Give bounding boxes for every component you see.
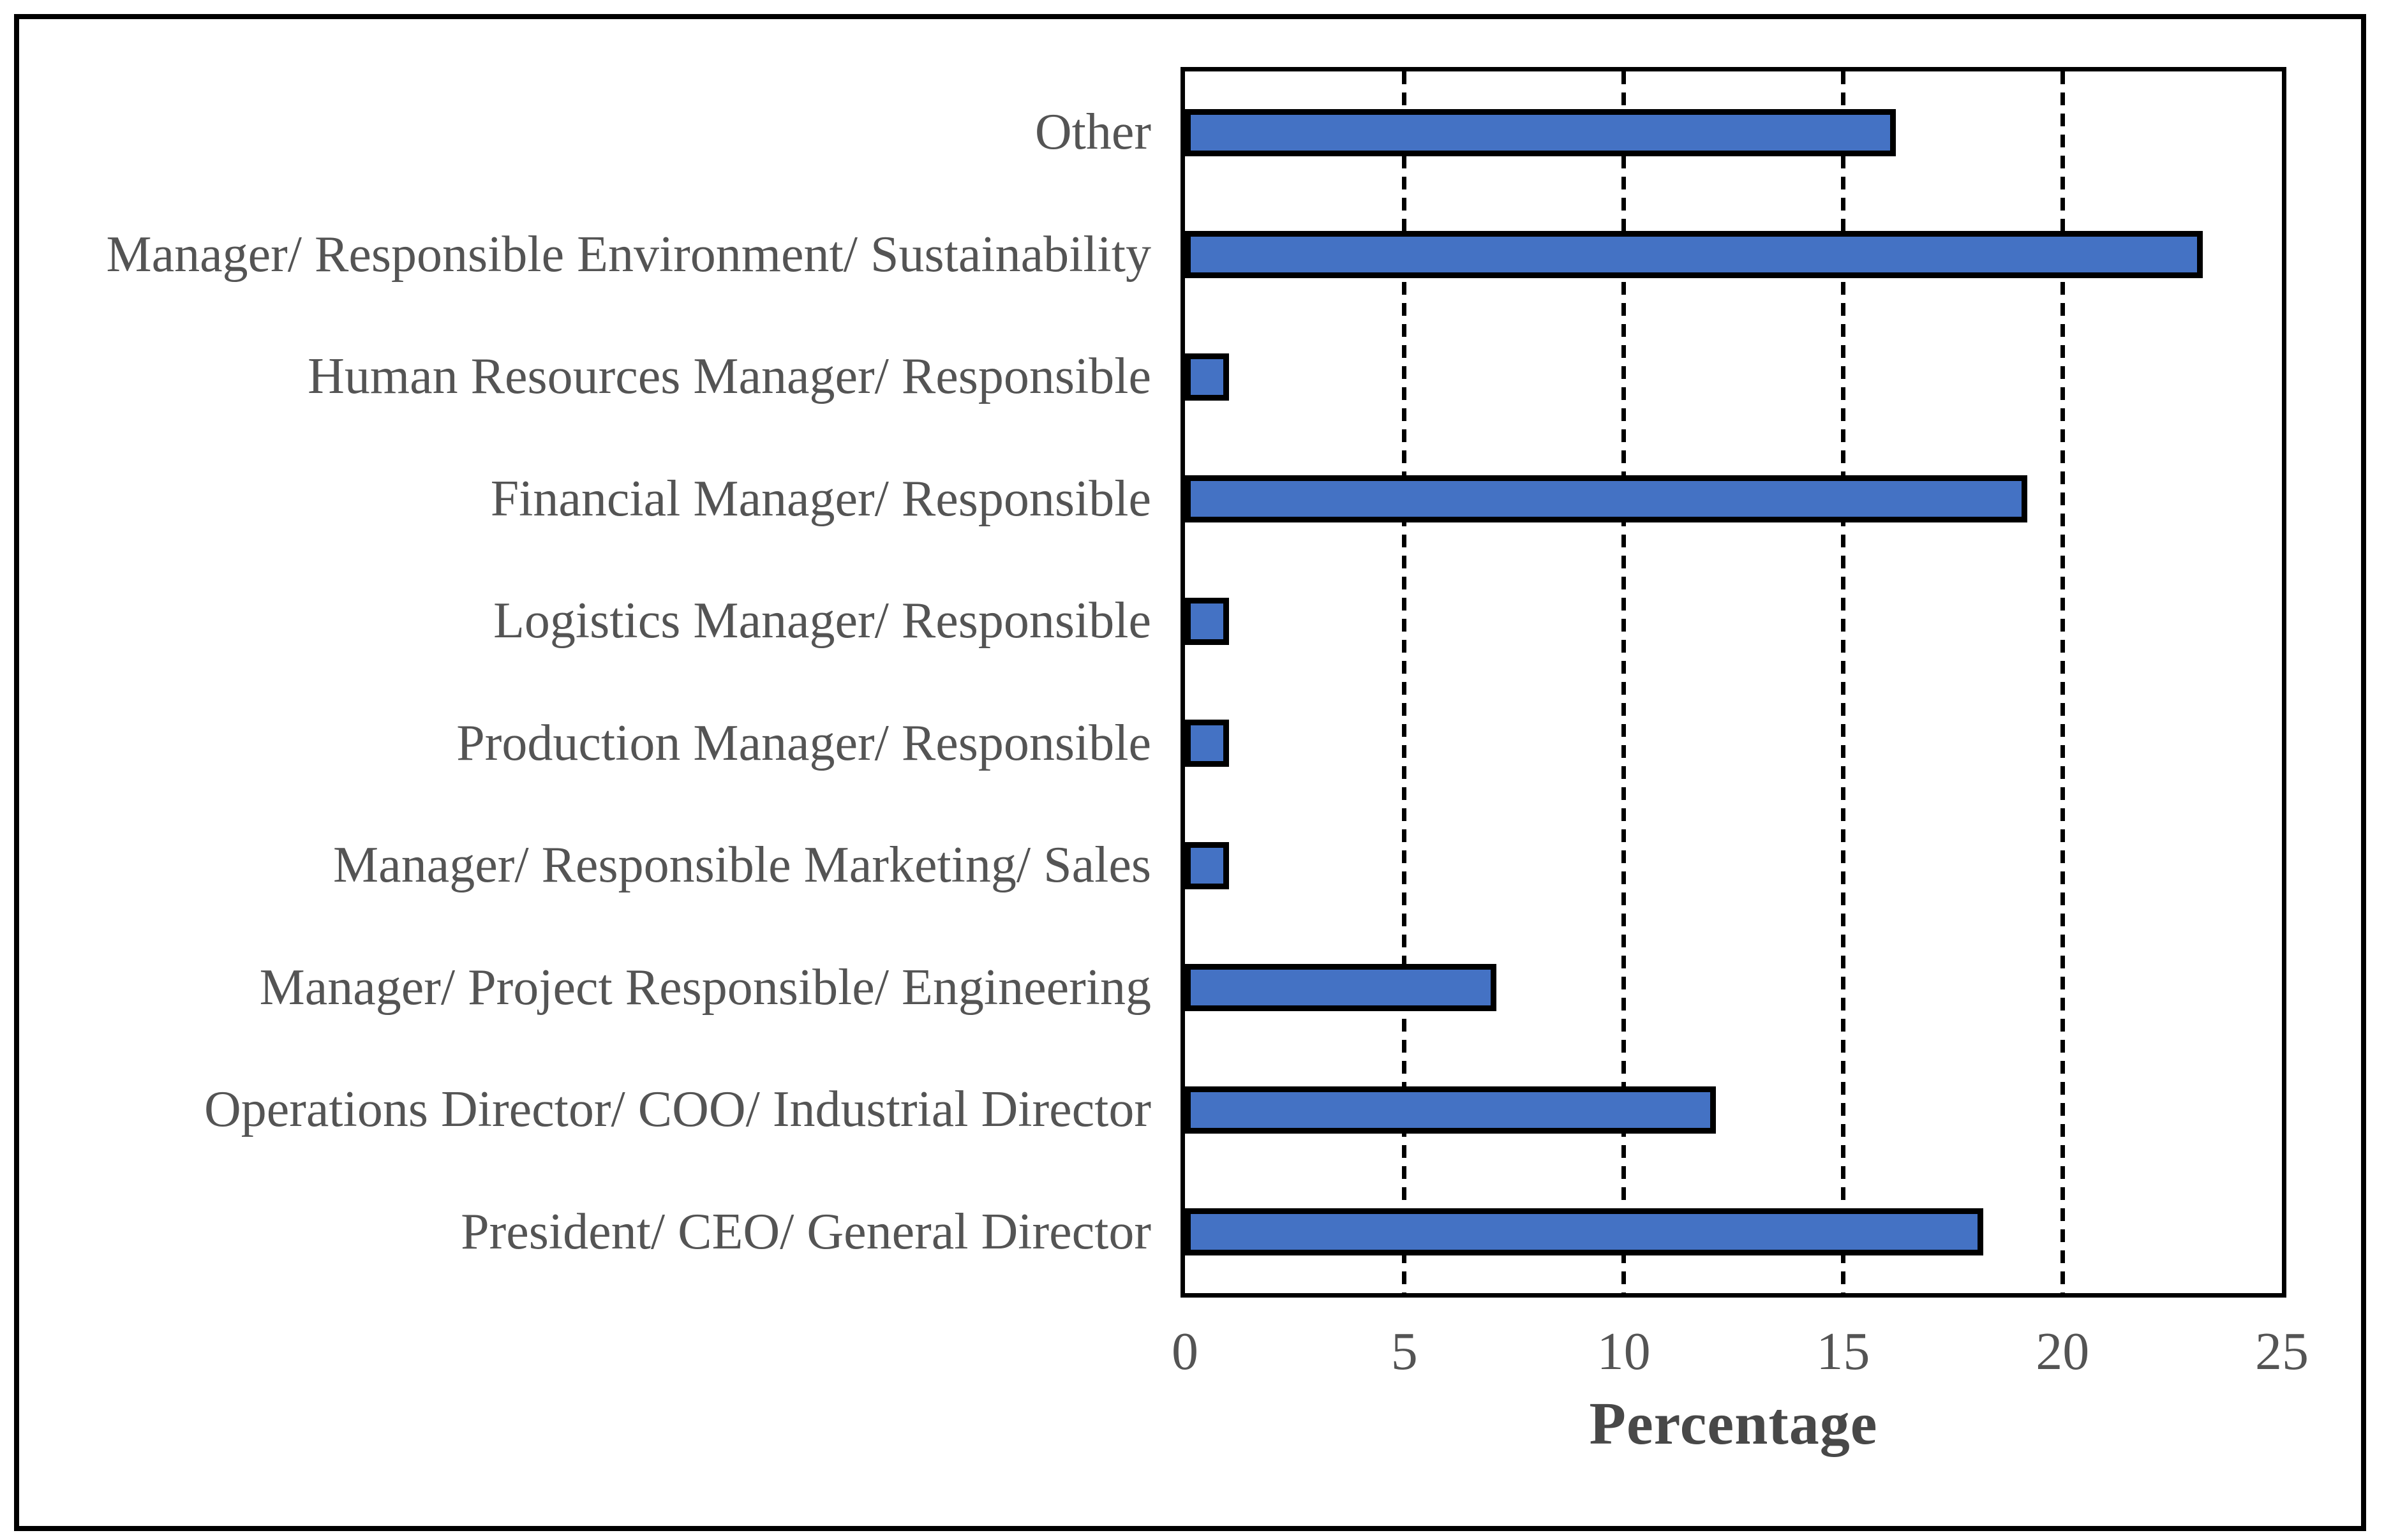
x-tick-label: 15 xyxy=(1816,1322,1870,1381)
bar xyxy=(1185,231,2203,279)
bar xyxy=(1185,1208,1984,1256)
category-label: Human Resources Manager/ Responsible xyxy=(308,348,1151,405)
bar xyxy=(1185,597,1229,645)
x-tick-label: 0 xyxy=(1172,1322,1198,1381)
category-label: Production Manager/ Responsible xyxy=(456,714,1151,771)
gridline-x-15 xyxy=(1840,71,1845,1293)
bar xyxy=(1185,841,1229,889)
gridline-x-5 xyxy=(1402,71,1407,1293)
x-tick-label: 10 xyxy=(1597,1322,1651,1381)
category-label: Manager/ Responsible Marketing/ Sales xyxy=(333,837,1151,894)
x-axis-title: Percentage xyxy=(1589,1391,1878,1457)
category-label: Manager/ Project Responsible/ Engineerin… xyxy=(259,959,1151,1016)
category-label: Operations Director/ COO/ Industrial Dir… xyxy=(204,1081,1151,1138)
category-label: Logistics Manager/ Responsible xyxy=(493,593,1151,649)
bar xyxy=(1185,108,1896,156)
category-label: President/ CEO/ General Director xyxy=(461,1203,1151,1260)
plot-area xyxy=(1181,67,2286,1298)
gridline-x-20 xyxy=(2060,71,2065,1293)
category-label: Financial Manager/ Responsible xyxy=(490,470,1151,527)
bar xyxy=(1185,353,1229,401)
gridline-x-10 xyxy=(1621,71,1627,1293)
category-label: Manager/ Responsible Environment/ Sustai… xyxy=(106,226,1151,283)
bar xyxy=(1185,1086,1716,1134)
x-tick-label: 20 xyxy=(2036,1322,2090,1381)
bar xyxy=(1185,720,1229,767)
bar xyxy=(1185,475,2028,523)
x-tick-label: 25 xyxy=(2255,1322,2309,1381)
bar xyxy=(1185,964,1497,1012)
x-tick-label: 5 xyxy=(1390,1322,1418,1381)
category-label: Other xyxy=(1034,104,1151,161)
